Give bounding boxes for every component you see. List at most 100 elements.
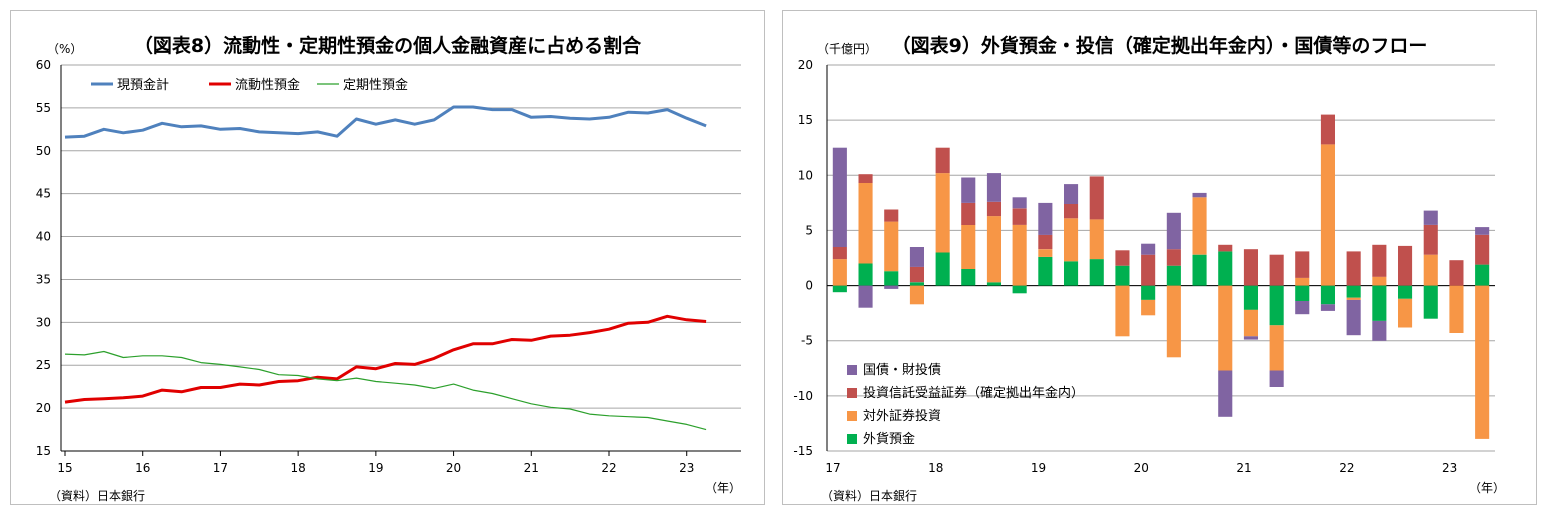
bar-segment xyxy=(935,252,950,286)
source-note-right: （資料）日本銀行 xyxy=(821,489,918,503)
x-tick-label: 23 xyxy=(679,461,694,475)
legend-label: 国債・財投債 xyxy=(863,362,941,378)
bar-segment xyxy=(884,221,899,272)
x-unit-label: （年） xyxy=(705,481,741,495)
y-tick-label: 20 xyxy=(798,58,813,72)
legend-label: 対外証券投資 xyxy=(863,408,941,424)
bar-segment xyxy=(1089,219,1104,260)
bar-segment xyxy=(961,177,976,203)
bar-segment xyxy=(1423,224,1438,255)
bar-segment xyxy=(1372,320,1387,341)
bar-segment xyxy=(1372,285,1387,321)
bar-segment xyxy=(1372,276,1387,286)
bar-segment xyxy=(1115,285,1130,337)
bar-segment xyxy=(909,266,924,283)
series-line xyxy=(64,105,707,139)
bar-segment xyxy=(1475,264,1490,286)
x-tick-label: 17 xyxy=(213,461,228,475)
bar-segment xyxy=(1089,176,1104,220)
bar-segment xyxy=(1475,285,1490,439)
bar-segment xyxy=(1243,285,1258,310)
bar-segment xyxy=(1372,244,1387,277)
bar-segment xyxy=(1141,243,1156,255)
bar-segment xyxy=(1243,309,1258,337)
bar-segment xyxy=(1166,285,1181,358)
bar-segment xyxy=(1449,260,1464,286)
bar-segment xyxy=(1320,144,1335,286)
bar-segment xyxy=(1166,249,1181,266)
bar-segment xyxy=(1012,208,1027,225)
bar-segment xyxy=(1295,277,1310,286)
bar-segment xyxy=(1243,336,1258,340)
y-tick-label: 25 xyxy=(36,358,51,372)
bar-segment xyxy=(1269,285,1284,326)
bar-segment xyxy=(1346,251,1361,286)
bar-segment xyxy=(1295,251,1310,278)
bar-segment xyxy=(1141,299,1156,316)
legend-swatch xyxy=(847,365,857,375)
bar-segment xyxy=(1295,301,1310,315)
bar-segment xyxy=(961,224,976,269)
bar-segment xyxy=(832,285,847,293)
legend-label: 流動性預金 xyxy=(235,77,300,93)
chart-panel-left: （図表8）流動性・定期性預金の個人金融資産に占める割合 15 20 25 30 35 40… xyxy=(10,10,765,505)
bar-segment xyxy=(1064,204,1079,219)
bar-segment xyxy=(1192,197,1207,255)
legend-swatch xyxy=(847,411,857,421)
source-note-left: （資料）日本銀行 xyxy=(49,489,146,503)
bar-segment xyxy=(1423,254,1438,286)
bar-segment xyxy=(858,174,873,183)
bar-segment xyxy=(832,259,847,286)
bar-segment xyxy=(1398,298,1413,328)
bar-segment xyxy=(1295,285,1310,301)
legend-label: 定期性預金 xyxy=(343,77,408,93)
bar-segment xyxy=(1320,114,1335,145)
bar-segment xyxy=(858,183,873,264)
x-tick-label: 15 xyxy=(57,461,72,475)
y-tick-label: 15 xyxy=(36,444,51,458)
legend-label: 外貨預金 xyxy=(863,431,915,447)
x-tick-label: 22 xyxy=(601,461,616,475)
y-tick-label: 50 xyxy=(36,144,51,158)
bar-segment xyxy=(1346,297,1361,300)
bar-segment xyxy=(1192,192,1207,198)
bar-segment xyxy=(1218,251,1233,286)
bar-segment xyxy=(858,285,873,308)
bar-segment xyxy=(1012,285,1027,294)
bar-segment xyxy=(1038,256,1053,286)
bar-segment xyxy=(884,285,899,289)
y-tick-label: -15 xyxy=(793,444,813,458)
bar-segment xyxy=(986,201,1001,217)
y-unit-label: （千億円） xyxy=(817,42,877,56)
bar-segment xyxy=(961,202,976,225)
bar-segment xyxy=(1166,212,1181,250)
bar-segment xyxy=(1269,370,1284,387)
bar-segment xyxy=(1141,285,1156,300)
bar-segment xyxy=(1038,249,1053,257)
bar-segment xyxy=(1475,234,1490,265)
bar-segment xyxy=(961,269,976,286)
y-tick-label: 20 xyxy=(36,401,51,415)
bar-segment xyxy=(1012,197,1027,209)
line-chart: 15 20 25 30 35 40 45 50 55 60 （%） 15 16 17 18 19 20 21 22 2… xyxy=(36,42,741,495)
legend-label: 現預金計 xyxy=(117,77,169,93)
y-tick-label: 35 xyxy=(36,272,51,286)
bar-segment xyxy=(1038,202,1053,235)
chart-panel-right: （図表9）外貨預金・投信（確定拠出年金内）・国債等のフロー -15 -10 -5 0 5… xyxy=(782,10,1537,505)
bar-segment xyxy=(1089,259,1104,286)
x-tick-label: 20 xyxy=(1134,461,1149,475)
bar-segment xyxy=(986,282,1001,286)
x-tick-label: 21 xyxy=(1236,461,1251,475)
bar-segment xyxy=(1218,244,1233,252)
bar-segment xyxy=(1192,254,1207,286)
y-tick-label: 0 xyxy=(805,279,813,293)
bar-segment xyxy=(909,247,924,267)
bar-segment xyxy=(1064,261,1079,286)
y-tick-label: -5 xyxy=(801,334,813,348)
series-line xyxy=(64,350,707,431)
x-tick-label: 21 xyxy=(524,461,539,475)
bar-segment xyxy=(1449,285,1464,333)
series-line xyxy=(64,314,707,404)
bar-segment xyxy=(858,263,873,286)
bar-segment xyxy=(832,147,847,247)
